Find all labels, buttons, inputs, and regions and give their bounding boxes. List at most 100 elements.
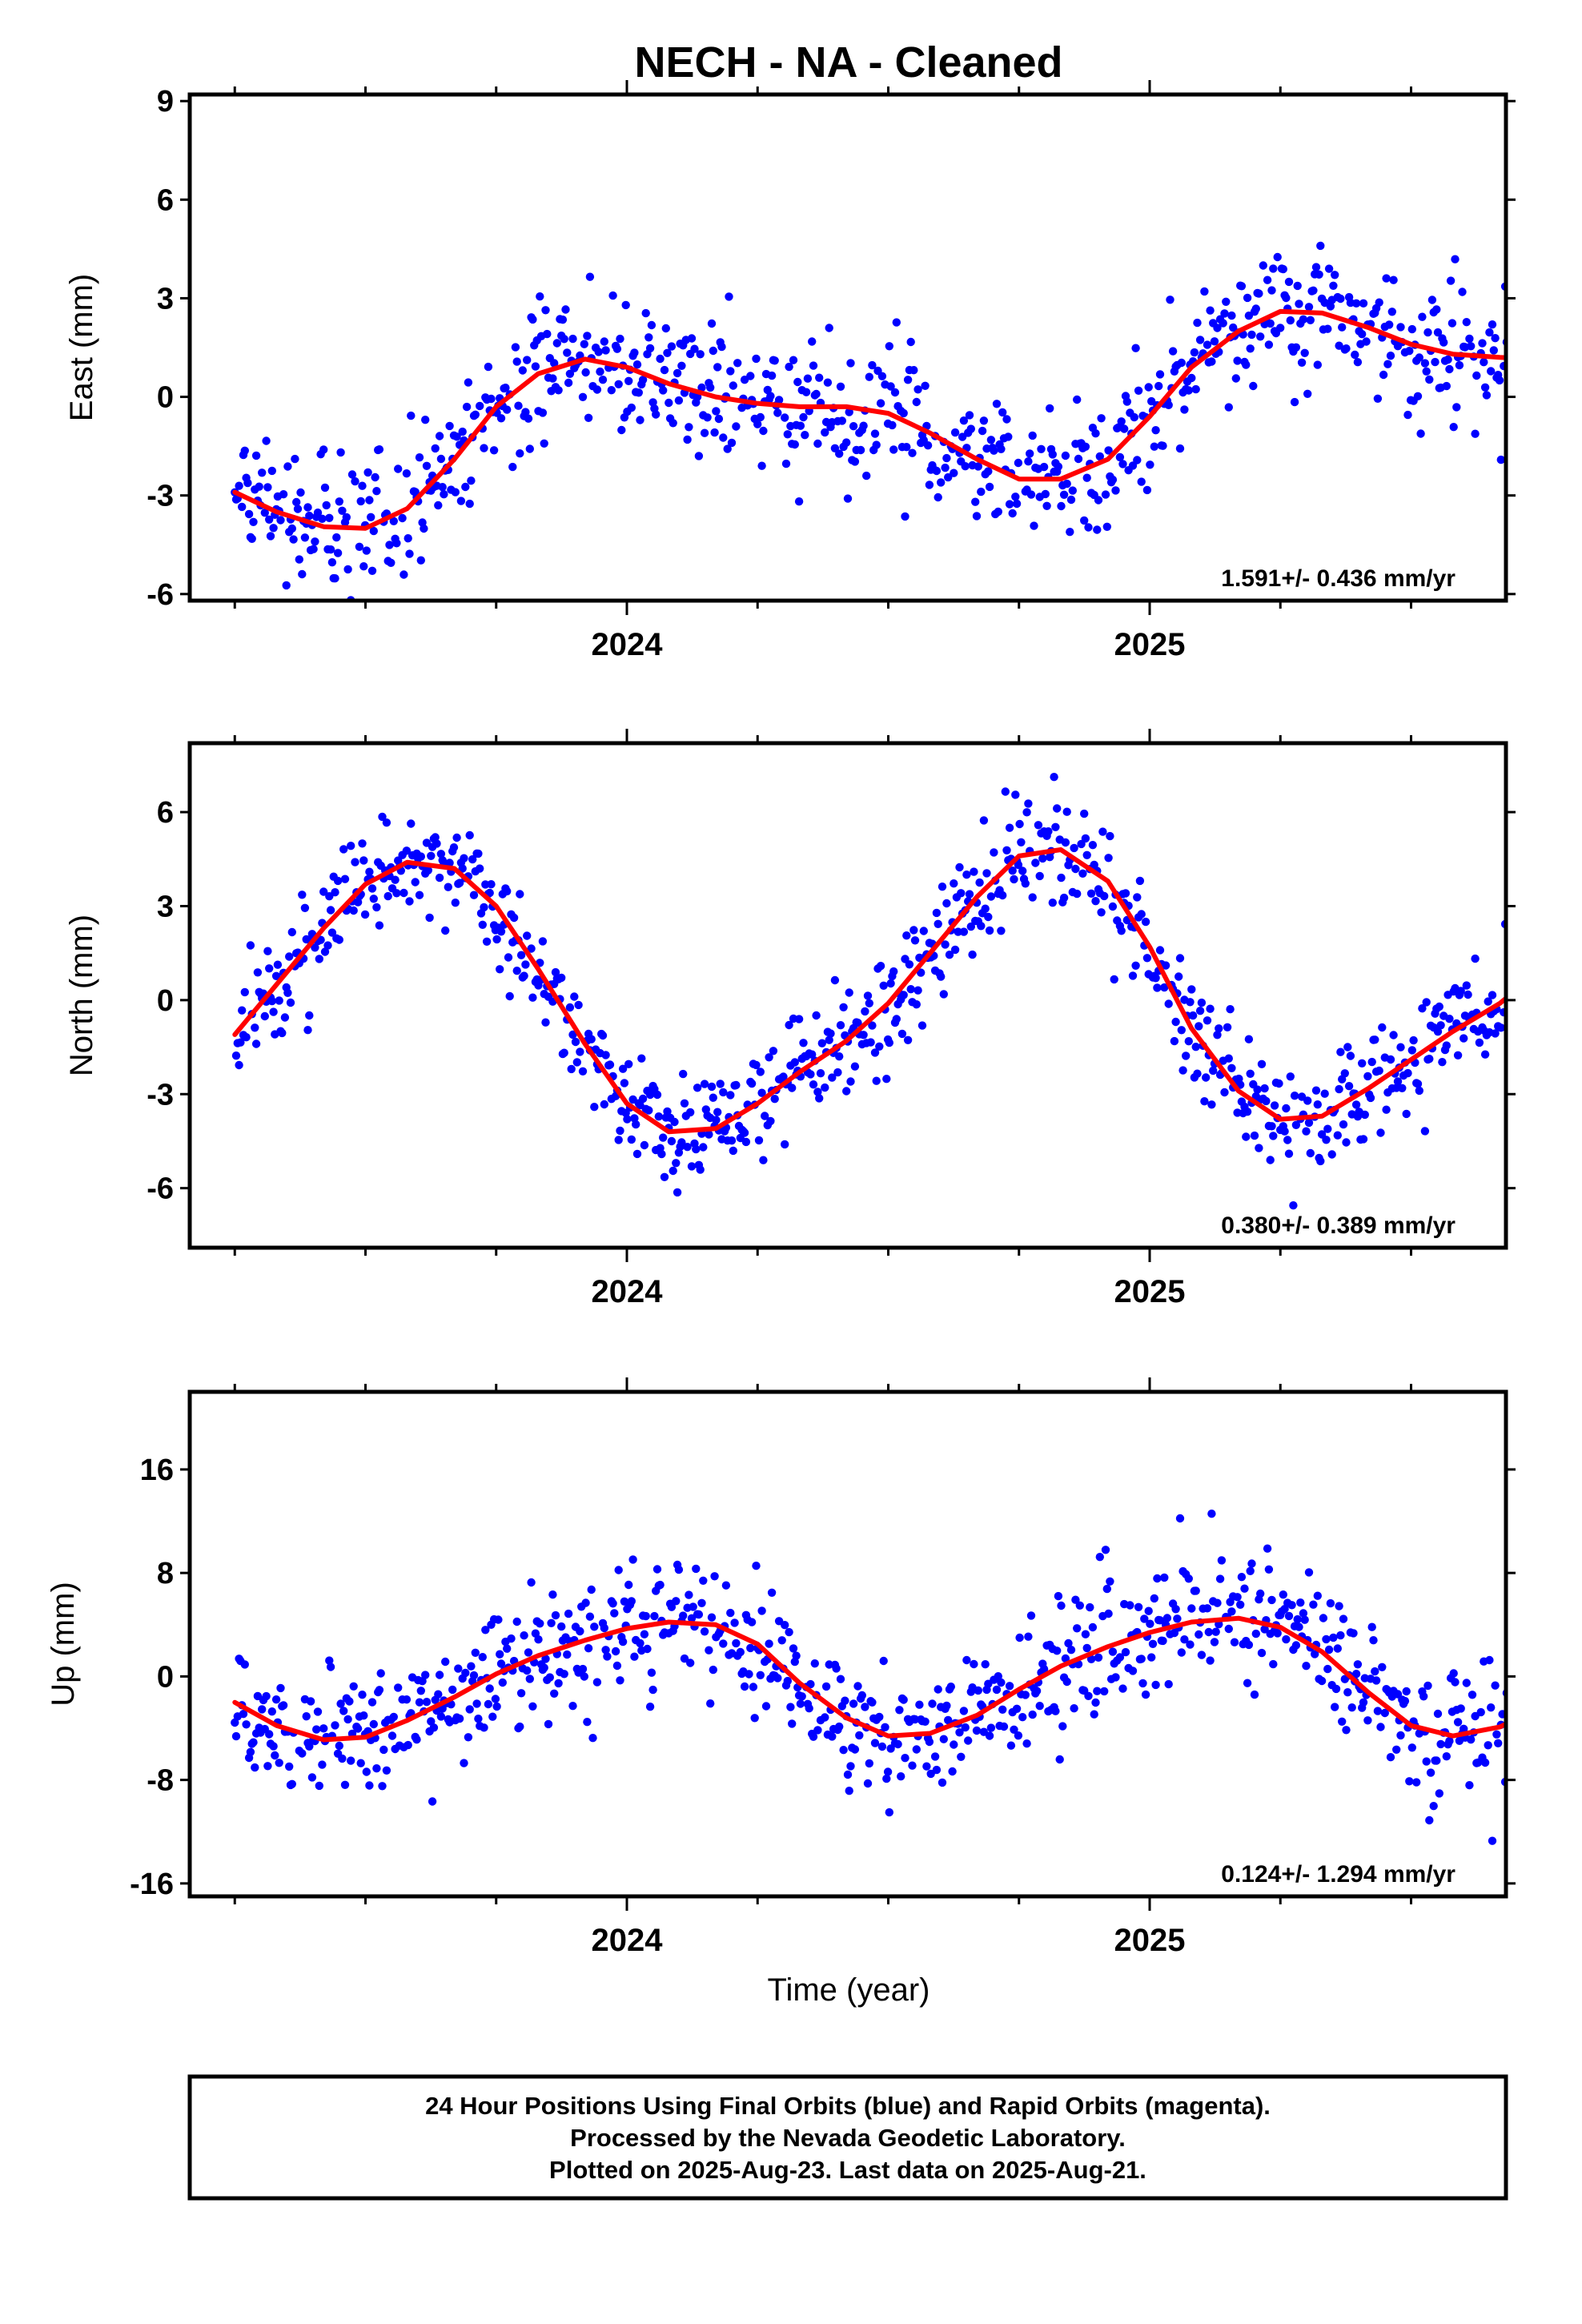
final-orbit-point bbox=[1371, 1035, 1379, 1044]
final-orbit-point bbox=[1133, 893, 1142, 902]
final-orbit-point bbox=[469, 891, 479, 899]
final-orbit-point bbox=[1510, 991, 1518, 999]
final-orbit-point bbox=[1456, 1704, 1465, 1713]
final-orbit-point bbox=[1360, 1110, 1370, 1120]
final-orbit-point bbox=[371, 472, 379, 482]
final-orbit-point bbox=[1108, 902, 1118, 911]
final-orbit-point bbox=[434, 501, 443, 510]
final-orbit-point bbox=[1022, 1739, 1031, 1748]
final-orbit-point bbox=[551, 1610, 560, 1620]
final-orbit-point bbox=[694, 452, 704, 460]
final-orbit-point bbox=[422, 1698, 432, 1707]
final-orbit-point bbox=[875, 1712, 884, 1722]
final-orbit-point bbox=[359, 562, 368, 571]
final-orbit-point bbox=[375, 921, 384, 930]
final-orbit-point bbox=[1080, 516, 1089, 525]
final-orbit-point bbox=[801, 431, 809, 440]
final-orbit-point bbox=[785, 1627, 793, 1637]
final-orbit-point bbox=[984, 912, 993, 922]
final-orbit-point bbox=[1024, 457, 1033, 466]
final-orbit-point bbox=[1343, 1043, 1352, 1051]
final-orbit-point bbox=[1057, 1601, 1066, 1610]
final-orbit-point bbox=[1144, 383, 1153, 392]
final-orbit-point bbox=[1556, 393, 1564, 401]
final-orbit-point bbox=[954, 927, 962, 936]
final-orbit-point bbox=[287, 524, 296, 533]
final-orbit-point bbox=[944, 1715, 953, 1725]
final-orbit-point bbox=[636, 416, 644, 424]
final-orbit-point bbox=[674, 396, 684, 405]
final-orbit-point bbox=[594, 348, 603, 356]
final-orbit-point bbox=[706, 383, 715, 392]
final-orbit-point bbox=[942, 1701, 951, 1711]
final-orbit-point bbox=[507, 1634, 516, 1643]
final-orbit-point bbox=[415, 891, 424, 899]
final-orbit-point bbox=[536, 292, 544, 301]
final-orbit-point bbox=[1323, 1664, 1332, 1674]
final-orbit-point bbox=[1570, 939, 1578, 947]
final-orbit-point bbox=[1563, 436, 1571, 444]
final-orbit-point bbox=[387, 558, 396, 567]
final-orbit-point bbox=[709, 346, 717, 356]
final-orbit-point bbox=[343, 565, 352, 574]
final-orbit-point bbox=[1237, 1573, 1247, 1582]
final-orbit-point bbox=[843, 494, 853, 503]
final-orbit-point bbox=[1382, 1105, 1391, 1114]
final-orbit-point bbox=[707, 319, 717, 328]
final-orbit-point bbox=[679, 1611, 688, 1620]
final-orbit-point bbox=[713, 363, 722, 372]
final-orbit-point bbox=[1400, 1696, 1410, 1706]
final-orbit-point bbox=[246, 1747, 255, 1756]
final-orbit-point bbox=[431, 833, 440, 842]
final-orbit-point bbox=[1264, 340, 1274, 349]
final-orbit-point bbox=[913, 986, 922, 995]
final-orbit-point bbox=[986, 1723, 996, 1732]
final-orbit-point bbox=[1154, 381, 1163, 391]
final-orbit-point bbox=[356, 497, 365, 506]
final-orbit-point bbox=[326, 906, 335, 915]
final-orbit-point bbox=[574, 1000, 583, 1010]
final-orbit-point bbox=[452, 432, 461, 441]
final-orbit-point bbox=[648, 398, 657, 407]
final-orbit-point bbox=[732, 1080, 741, 1090]
final-orbit-point bbox=[1567, 391, 1575, 399]
y-tick-label: 6 bbox=[157, 183, 174, 217]
final-orbit-point bbox=[908, 448, 917, 457]
final-orbit-point bbox=[706, 1699, 715, 1708]
final-orbit-point bbox=[1402, 1109, 1411, 1119]
final-orbit-point bbox=[796, 421, 805, 430]
final-orbit-point bbox=[1480, 1758, 1490, 1767]
final-orbit-point bbox=[416, 852, 425, 861]
final-orbit-point bbox=[1540, 376, 1548, 384]
final-orbit-point bbox=[1195, 336, 1205, 344]
final-orbit-point bbox=[1213, 324, 1222, 332]
final-orbit-point bbox=[823, 378, 833, 387]
final-orbit-point bbox=[1514, 404, 1522, 412]
final-orbit-point bbox=[939, 990, 949, 999]
final-orbit-point bbox=[1071, 1595, 1080, 1604]
final-orbit-point bbox=[1520, 1727, 1528, 1735]
final-orbit-point bbox=[1193, 1069, 1202, 1078]
final-orbit-point bbox=[1086, 889, 1096, 899]
final-orbit-point bbox=[1339, 1120, 1348, 1129]
final-orbit-point bbox=[1184, 386, 1194, 395]
final-orbit-point bbox=[1066, 495, 1076, 505]
final-orbit-point bbox=[630, 1652, 639, 1661]
final-orbit-point bbox=[1338, 1717, 1347, 1726]
final-orbit-point bbox=[520, 1631, 528, 1640]
final-orbit-point bbox=[1008, 866, 1017, 875]
final-orbit-point bbox=[236, 1038, 245, 1047]
final-orbit-point bbox=[1206, 306, 1215, 315]
final-orbit-point bbox=[545, 1673, 554, 1682]
final-orbit-point bbox=[1250, 1131, 1259, 1140]
final-orbit-point bbox=[465, 1705, 474, 1714]
final-orbit-point bbox=[421, 1671, 430, 1679]
final-orbit-point bbox=[1407, 1743, 1417, 1752]
velocity-label: 1.591+/- 0.436 mm/yr bbox=[1221, 565, 1456, 592]
final-orbit-point bbox=[950, 879, 958, 888]
final-orbit-point bbox=[928, 1699, 937, 1708]
final-orbit-point bbox=[1524, 968, 1532, 976]
final-orbit-point bbox=[1536, 318, 1544, 326]
final-orbit-point bbox=[1514, 979, 1522, 987]
final-orbit-point bbox=[1144, 1606, 1153, 1615]
